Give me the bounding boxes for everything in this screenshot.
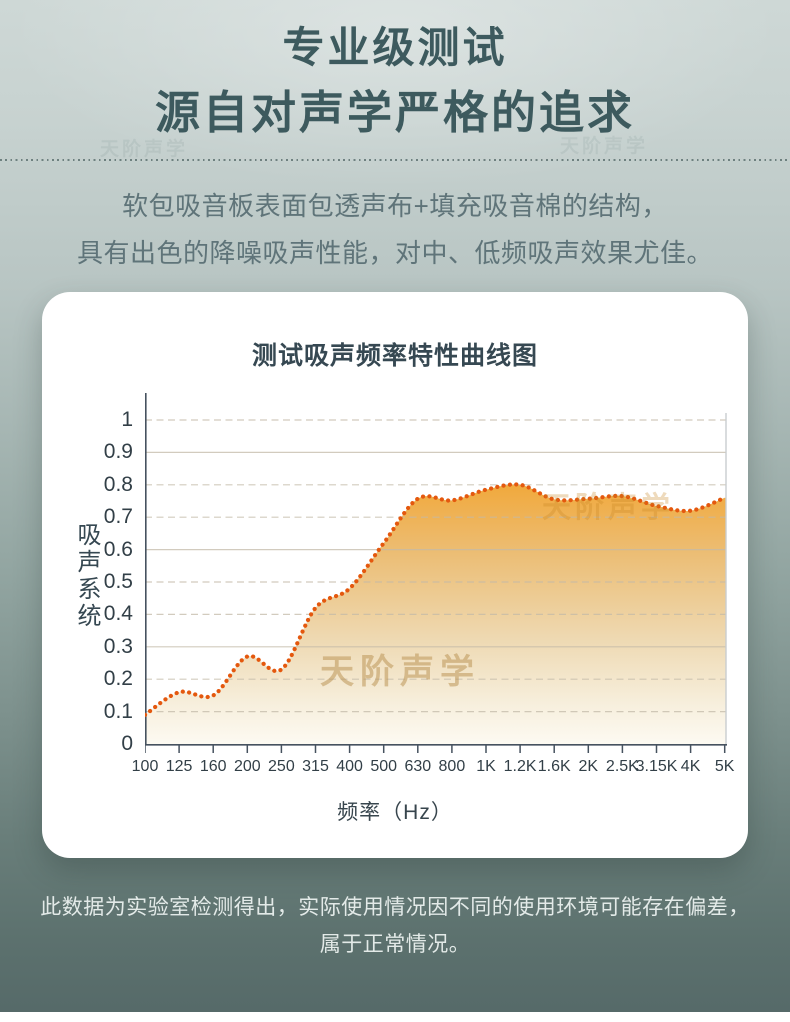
x-tick-label: 400 — [336, 758, 363, 775]
description-line1: 软包吸音板表面包透声布+填充吸音棉的结构， — [122, 191, 668, 221]
y-tick-label: 0 — [121, 732, 133, 755]
x-tick-label: 315 — [302, 758, 329, 775]
x-axis-label: 频率（Hz） — [337, 801, 453, 824]
bottom-white-strip — [0, 1012, 790, 1022]
x-tick-label: 200 — [233, 758, 261, 775]
x-tick-label: 1.6K — [537, 758, 571, 775]
x-tick-label: 250 — [268, 758, 295, 775]
y-tick-label: 0.1 — [103, 699, 133, 723]
chart-watermark-secondary: 天阶声学 — [542, 492, 675, 524]
dotted-divider — [0, 159, 790, 161]
chart-watermark: 天阶声学 — [320, 653, 480, 691]
y-tick-label: 0.5 — [103, 570, 133, 593]
y-tick-label: 0.9 — [103, 440, 133, 464]
chart-card: 测试吸声频率特性曲线图 吸声系统 1 0.9 0.8 0.7 0.6 0.5 0.4 0.3 0… — [42, 292, 748, 858]
x-tick-label: 800 — [438, 758, 466, 775]
background-watermark-left: 天阶声学 — [100, 139, 189, 160]
chart-title: 测试吸声频率特性曲线图 — [251, 342, 538, 370]
main-title-line1: 专业级测试 — [282, 24, 508, 71]
absorption-curve-chart — [145, 393, 727, 753]
footer-line1: 此数据为实验室检测得出，实际使用情况因不同的使用环境可能存在偏差， — [40, 896, 750, 919]
background-watermark-right: 天阶声学 — [560, 136, 649, 157]
y-tick-label: 0.4 — [103, 602, 133, 626]
description-line2: 具有出色的降噪吸声性能，对中、低频吸声效果尤佳。 — [76, 238, 713, 268]
y-tick-label: 0.7 — [103, 505, 133, 529]
x-tick-label: 630 — [404, 758, 432, 775]
y-tick-label: 0.2 — [103, 667, 133, 691]
x-tick-label: 3.15K — [635, 758, 678, 775]
footer-line2: 属于正常情况。 — [319, 933, 471, 956]
y-tick-label: 0.3 — [103, 634, 133, 658]
y-tick-label: 1 — [121, 408, 133, 431]
x-tick-label: 160 — [199, 758, 227, 775]
x-tick-label: 1K — [476, 758, 496, 775]
x-tick-label: 4K — [680, 758, 701, 775]
y-tick-label: 0.8 — [103, 472, 133, 496]
x-tick-label: 2K — [578, 758, 599, 775]
footer-note: 此数据为实验室检测得出，实际使用情况因不同的使用环境可能存在偏差， 属于正常情况… — [0, 889, 790, 963]
y-tick-label: 0.6 — [103, 537, 133, 561]
y-axis-label: 吸声系统 — [73, 522, 100, 630]
x-tick-label: 100 — [131, 758, 159, 775]
x-tick-label: 5K — [714, 758, 735, 775]
x-tick-label: 2.5K — [605, 758, 639, 775]
x-tick-label: 500 — [370, 758, 398, 775]
x-tick-label: 125 — [165, 758, 193, 775]
x-tick-label: 1.2K — [503, 758, 537, 775]
main-title-line2: 源自对声学严格的追求 — [154, 87, 635, 138]
